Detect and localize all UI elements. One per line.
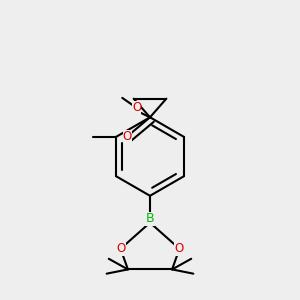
Text: O: O [116, 242, 125, 255]
Text: O: O [175, 242, 184, 255]
Text: O: O [132, 101, 141, 115]
Text: B: B [146, 212, 154, 225]
Text: O: O [123, 130, 132, 143]
